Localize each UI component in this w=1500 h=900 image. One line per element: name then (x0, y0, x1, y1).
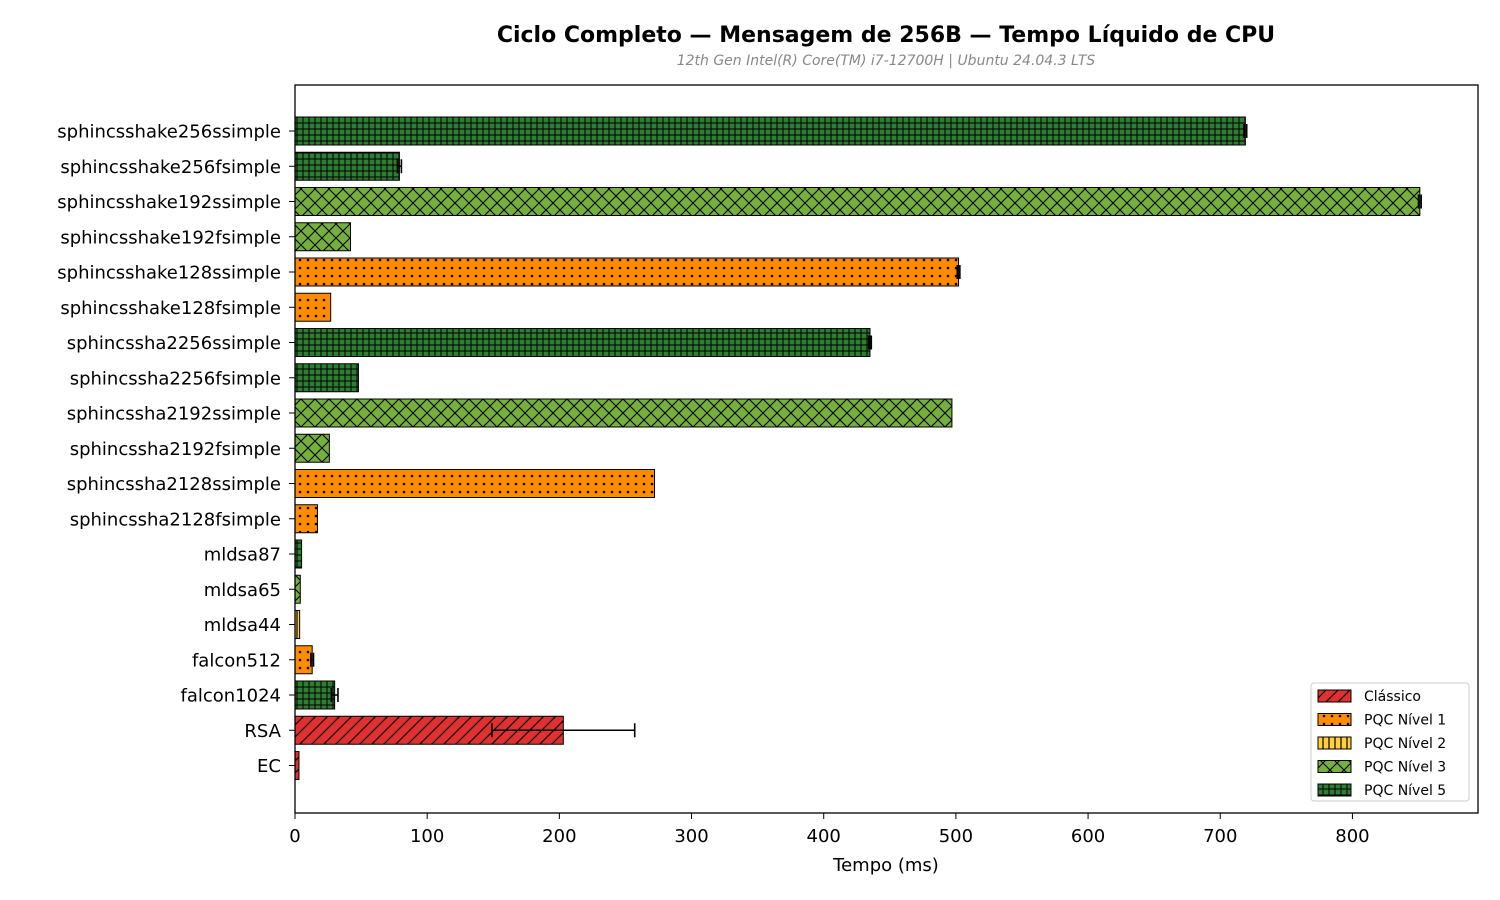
legend-label-pqc-nivel-5: PQC Nível 5 (1364, 783, 1446, 799)
bar-sphincssha2192fsimple (294, 433, 330, 463)
legend-swatch-pqc-nivel-1 (1317, 713, 1352, 726)
y-tick-label-sphincsshake128ssimple: sphincsshake128ssimple (57, 263, 281, 284)
bar-mldsa87 (294, 539, 303, 569)
y-tick-label-sphincsshake128fsimple: sphincsshake128fsimple (60, 298, 281, 319)
x-tick-label-600: 600 (1071, 826, 1105, 847)
y-tick-label-ec: EC (257, 756, 281, 777)
y-tick-label-sphincsshake256fsimple: sphincsshake256fsimple (60, 157, 281, 178)
y-tick-label-sphincsshake256ssimple: sphincsshake256ssimple (57, 122, 281, 143)
bar-sphincssha2128ssimple (294, 469, 656, 498)
x-tick-label-0: 0 (289, 826, 300, 847)
bar-sphincssha2256fsimple (294, 363, 359, 393)
y-tick-label-sphincsshake192fsimple: sphincsshake192fsimple (60, 227, 281, 248)
x-tick-label-700: 700 (1203, 826, 1237, 847)
x-tick-label-100: 100 (410, 826, 444, 847)
chart-title: Ciclo Completo — Mensagem de 256B — Temp… (497, 23, 1275, 48)
y-tick-label-sphincssha2256fsimple: sphincssha2256fsimple (70, 368, 281, 389)
legend-swatch-pqc-nivel-2 (1317, 736, 1352, 750)
y-tick-label-mldsa65: mldsa65 (204, 580, 281, 601)
y-tick-label-sphincssha2128fsimple: sphincssha2128fsimple (70, 509, 281, 530)
x-tick-label-200: 200 (542, 826, 576, 847)
legend-label-pqc-nivel-1: PQC Nível 1 (1364, 713, 1446, 729)
legend-label-classico: Clássico (1364, 689, 1421, 705)
y-tick-label-rsa: RSA (244, 721, 281, 742)
bar-falcon1024 (294, 680, 336, 710)
y-tick-label-sphincsshake192ssimple: sphincsshake192ssimple (57, 192, 281, 213)
bar-mldsa44 (294, 610, 301, 639)
bar-sphincssha2128fsimple (294, 504, 318, 534)
bar-sphincsshake256fsimple (294, 151, 400, 181)
y-tick-label-falcon512: falcon512 (192, 650, 281, 671)
y-tick-label-mldsa44: mldsa44 (204, 615, 281, 636)
bar-sphincsshake192ssimple (294, 187, 1421, 216)
plot-frame (294, 84, 1479, 814)
legend-label-pqc-nivel-3: PQC Nível 3 (1364, 760, 1446, 776)
chart-subtitle: 12th Gen Intel(R) Core(TM) i7-12700H | U… (677, 53, 1096, 69)
y-tick-label-sphincssha2128ssimple: sphincssha2128ssimple (67, 474, 281, 495)
y-tick-label-sphincssha2192fsimple: sphincssha2192fsimple (70, 439, 281, 460)
legend: Clássico PQC Nível 1 PQC Nível 2 PQC Nível … (1310, 682, 1470, 802)
bar-sphincsshake128fsimple (294, 292, 332, 322)
bar-mldsa65 (294, 574, 301, 604)
x-tick-label-300: 300 (674, 826, 708, 847)
legend-swatch-pqc-nivel-5 (1317, 783, 1352, 797)
x-axis-label: Tempo (ms) (832, 855, 939, 876)
bar-sphincsshake256ssimple (294, 116, 1246, 146)
bar-sphincssha2256ssimple (294, 328, 871, 357)
x-tick-label-500: 500 (939, 826, 973, 847)
y-tick-label-sphincssha2256ssimple: sphincssha2256ssimple (67, 333, 281, 354)
y-tick-label-falcon1024: falcon1024 (181, 686, 282, 707)
y-tick-label-sphincssha2192ssimple: sphincssha2192ssimple (67, 404, 281, 425)
legend-swatch-pqc-nivel-3 (1317, 760, 1352, 773)
x-tick-label-400: 400 (807, 826, 841, 847)
x-tick-labels: 0 100 200 300 400 500 600 700 800 (289, 813, 1370, 847)
y-tick-label-mldsa87: mldsa87 (204, 545, 281, 566)
bar-sphincssha2192ssimple (294, 398, 953, 428)
bars-layer (294, 116, 1422, 780)
bar-sphincsshake192fsimple (294, 222, 352, 252)
legend-label-pqc-nivel-2: PQC Nível 2 (1364, 736, 1446, 752)
bar-falcon512 (294, 645, 313, 675)
y-tick-labels: sphincsshake256ssimple sphincsshake256fsi… (57, 122, 295, 777)
legend-swatch-classico (1317, 689, 1352, 703)
x-tick-label-800: 800 (1335, 826, 1369, 847)
bar-sphincsshake128ssimple (294, 257, 960, 287)
